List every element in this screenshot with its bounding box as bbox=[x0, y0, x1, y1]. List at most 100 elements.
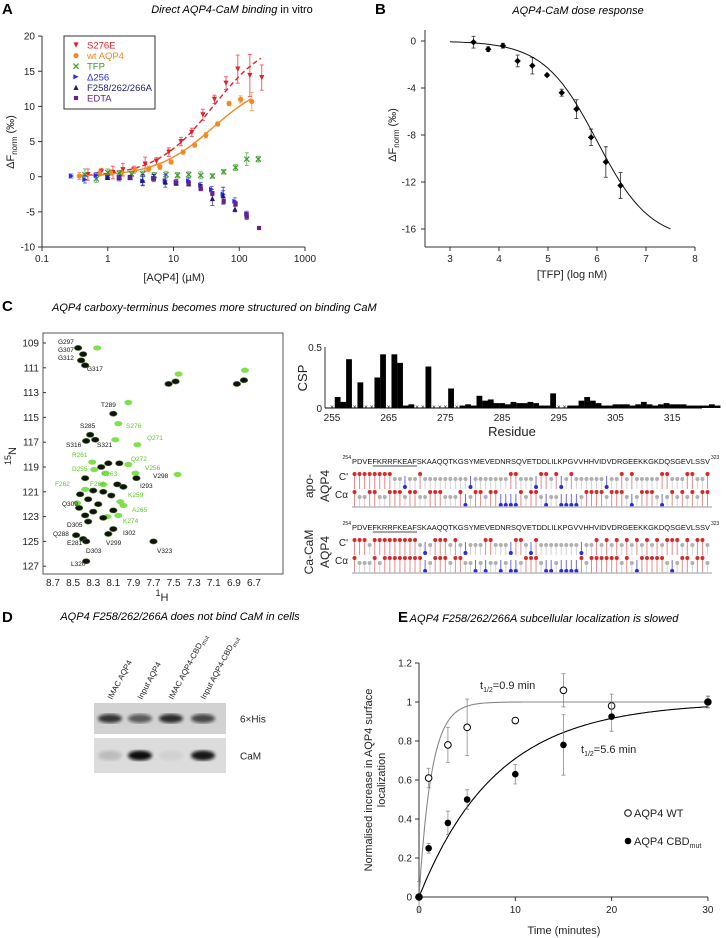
black-peak bbox=[97, 464, 106, 470]
lollipop-head bbox=[534, 556, 539, 560]
legend-marker bbox=[73, 84, 79, 90]
data-point bbox=[558, 89, 565, 96]
lollipop-head bbox=[503, 561, 508, 565]
peak-label: S285 bbox=[80, 423, 96, 430]
data-point bbox=[140, 177, 146, 183]
csp-bar bbox=[674, 404, 681, 408]
black-peak bbox=[82, 558, 91, 565]
data-point bbox=[559, 686, 568, 695]
legend-a bbox=[63, 35, 156, 110]
data-point bbox=[139, 170, 146, 177]
blot-band bbox=[128, 714, 152, 723]
legend-marker bbox=[73, 42, 79, 48]
lollipop-head bbox=[473, 477, 478, 481]
lollipop-head bbox=[367, 561, 372, 565]
panel-a: A Direct AQP4-CaM binding in vitro 0.1 1 1… bbox=[2, 1, 317, 284]
lollipop-head bbox=[413, 477, 418, 481]
black-peak bbox=[115, 460, 124, 467]
data-point bbox=[232, 164, 239, 171]
lollipop-head bbox=[695, 538, 700, 542]
black-peak bbox=[89, 487, 98, 494]
lollipop-head bbox=[675, 538, 680, 542]
x-tick-label: 7.9 bbox=[126, 578, 140, 589]
lollipop-head bbox=[624, 477, 629, 481]
black-peak bbox=[109, 410, 118, 417]
x-tick-label: 295 bbox=[550, 413, 567, 424]
csp-bar bbox=[402, 405, 409, 408]
lollipop-head bbox=[559, 543, 564, 547]
x-tick-label: 315 bbox=[664, 413, 681, 424]
green-peak bbox=[131, 470, 140, 476]
lollipop-head bbox=[624, 495, 629, 499]
black-peak bbox=[171, 378, 180, 385]
lollipop-head bbox=[523, 556, 528, 560]
lollipop-head bbox=[579, 551, 584, 555]
lollipop-head bbox=[574, 503, 579, 507]
lollipop-head bbox=[665, 561, 670, 565]
lollipop-head bbox=[685, 538, 690, 542]
lollipop-head bbox=[655, 477, 660, 481]
peak-label: K274 bbox=[123, 518, 139, 525]
peak-label: D303 bbox=[86, 548, 102, 555]
lollipop-head bbox=[508, 569, 513, 573]
lollipop-head bbox=[433, 538, 438, 542]
lollipop-head bbox=[423, 495, 428, 499]
lollipop-head bbox=[513, 472, 518, 476]
lollipop-head bbox=[549, 477, 554, 481]
data-point bbox=[529, 62, 536, 69]
lollipop-head bbox=[377, 472, 382, 476]
csp-bar bbox=[567, 405, 574, 408]
lollipop-head bbox=[604, 556, 609, 560]
data-point bbox=[424, 774, 433, 782]
lollipop-head bbox=[407, 490, 412, 494]
data-point bbox=[243, 156, 250, 163]
y-tick-label: 0 bbox=[410, 37, 416, 48]
csp-bar bbox=[612, 404, 619, 408]
lollipop-head bbox=[549, 495, 554, 499]
lollipop-head bbox=[478, 490, 483, 494]
lollipop-head bbox=[458, 543, 463, 547]
y-tick-label: -10 bbox=[21, 243, 36, 254]
csp-bar bbox=[470, 405, 477, 408]
lollipop-head bbox=[418, 543, 423, 547]
lollipop-head bbox=[382, 472, 387, 476]
lollipop-head bbox=[518, 477, 523, 481]
lollipop-head bbox=[478, 561, 483, 565]
panel-label-c: C bbox=[2, 298, 13, 315]
lollipop-head bbox=[423, 477, 428, 481]
green-peak bbox=[114, 421, 123, 427]
black-peak bbox=[75, 505, 84, 511]
sequence-start: 254 bbox=[343, 455, 352, 461]
black-peak bbox=[99, 514, 108, 521]
y-tick-label: 123 bbox=[22, 512, 39, 523]
y-axis-label-csp: CSP bbox=[295, 365, 310, 392]
lollipop-head bbox=[554, 561, 559, 565]
y-tick-label: 1 bbox=[406, 698, 412, 709]
peak-label: Q271 bbox=[147, 435, 163, 442]
data-point bbox=[200, 112, 206, 118]
csp-bar bbox=[680, 404, 687, 408]
legend-entry: AQP4 WT bbox=[634, 808, 684, 820]
data-point bbox=[511, 716, 520, 725]
lollipop-head bbox=[453, 477, 458, 481]
lollipop-head bbox=[397, 477, 402, 481]
lollipop-head bbox=[428, 543, 433, 547]
data-point bbox=[499, 42, 507, 49]
row-label: C' bbox=[339, 472, 348, 483]
data-point bbox=[238, 96, 244, 102]
lane-label: Input AQP4 bbox=[136, 660, 163, 701]
x-tick-label: 8.7 bbox=[46, 578, 60, 589]
x-tick-label: 0.1 bbox=[35, 254, 49, 265]
x-tick-label: 7.5 bbox=[167, 578, 181, 589]
lollipop-head bbox=[670, 538, 675, 542]
lollipop-head bbox=[362, 538, 367, 542]
data-point bbox=[168, 159, 174, 165]
csp-bar bbox=[516, 403, 523, 408]
black-peak bbox=[81, 475, 90, 482]
lollipop-head bbox=[362, 472, 367, 476]
lollipop-head bbox=[377, 561, 382, 565]
data-point bbox=[180, 149, 186, 155]
lollipop-head bbox=[377, 538, 382, 542]
nmr-spectrum: 8.7 8.5 8.3 8.1 7.9 7.7 7.5 7.3 7.1 6.9 6.7 109 111 1… bbox=[22, 332, 284, 589]
